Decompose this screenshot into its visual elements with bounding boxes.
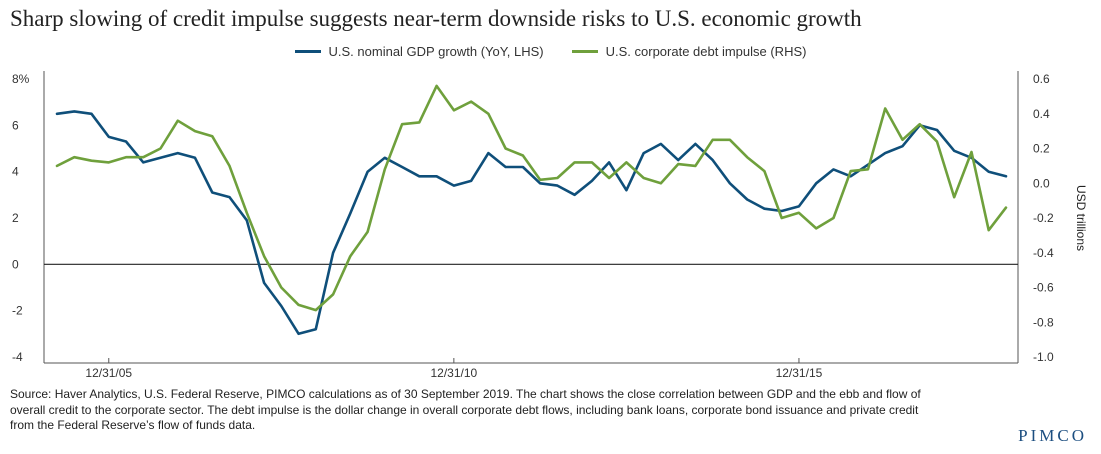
y-right-tick-label: 0.6 xyxy=(1033,72,1050,86)
line-chart: 8% 6 4 2 0 -2 -4 0.6 0.4 0.2 0.0 -0.2 -0.4 -0.6 -0.8 -1… xyxy=(12,71,1088,380)
x-tick-label: 12/31/15 xyxy=(776,366,823,380)
y-right-tick-label: -0.6 xyxy=(1033,281,1054,295)
legend-swatch-gdp xyxy=(294,50,321,53)
y-right-tick-label: -0.2 xyxy=(1033,211,1054,225)
y-right-axis-label: USD trillions xyxy=(1074,185,1088,251)
y-right-tick-label: -0.4 xyxy=(1033,246,1054,260)
pimco-logo: PIMCO xyxy=(1018,426,1087,445)
y-left-tick-label: 6 xyxy=(12,118,19,132)
x-tick-label: 12/31/10 xyxy=(430,366,477,380)
y-left-tick-label: 0 xyxy=(12,257,19,271)
y-left-tick-label: 2 xyxy=(12,211,19,225)
series-line-debt-impulse xyxy=(55,84,1008,312)
y-left-tick-label: 4 xyxy=(12,165,19,179)
legend-label-debt-impulse: U.S. corporate debt impulse (RHS) xyxy=(605,44,807,59)
source-note: Source: Haver Analytics, U.S. Federal Re… xyxy=(10,387,921,432)
y-right-tick-label: 0.0 xyxy=(1033,176,1050,190)
legend-label-gdp: U.S. nominal GDP growth (YoY, LHS) xyxy=(328,44,544,59)
y-right-tick-label: -0.8 xyxy=(1033,315,1054,329)
y-left-tick-label: -4 xyxy=(12,350,23,364)
y-right-tick-label: 0.4 xyxy=(1033,107,1050,121)
chart-title: Sharp slowing of credit impulse suggests… xyxy=(10,6,862,31)
series-line-gdp-growth xyxy=(55,110,1008,336)
legend-swatch-debt-impulse xyxy=(571,50,598,53)
y-right-tick-label: 0.2 xyxy=(1033,142,1050,156)
legend-item-debt-impulse: U.S. corporate debt impulse (RHS) xyxy=(571,44,807,59)
y-left-tick-label: 8% xyxy=(12,72,30,86)
legend: U.S. nominal GDP growth (YoY, LHS) U.S. … xyxy=(0,44,1101,59)
y-left-tick-label: -2 xyxy=(12,304,23,318)
legend-item-gdp: U.S. nominal GDP growth (YoY, LHS) xyxy=(294,44,544,59)
x-tick-label: 12/31/05 xyxy=(85,366,132,380)
y-right-tick-label: -1.0 xyxy=(1033,350,1054,364)
